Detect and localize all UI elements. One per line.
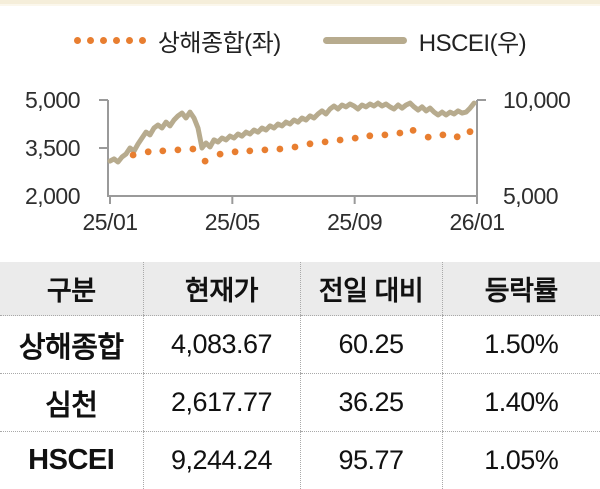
table-row-shenzhen: 심천 2,617.77 36.25 1.40% [0,374,600,432]
top-strip-decoration [0,0,600,8]
table-row-hscei: HSCEI 9,244.24 95.77 1.05% [0,432,600,489]
pct-cell: 1.50% [442,316,600,374]
change-cell: 95.77 [300,432,442,489]
col-header-category: 구분 [0,262,143,316]
y-axis-right-label-1: 5,000 [503,182,598,210]
legend-label-hscei: HSCEI(우) [419,23,526,58]
price-cell: 9,244.24 [143,432,300,489]
legend-label-shanghai: 상해종합(좌) [158,23,281,58]
legend-item-hscei: HSCEI(우) [323,23,526,58]
x-axis-label-2: 25/09 [307,208,403,236]
shanghai-dotted-series-swatch-icon [74,37,146,44]
x-axis-label-1: 25/05 [184,208,280,236]
x-axis-label-0: 25/01 [62,208,158,236]
row-label: HSCEI [0,432,143,489]
y-axis-left-label-2: 2,000 [0,182,80,210]
quote-table: 구분 현재가 전일 대비 등락률 상해종합 4,083.67 60.25 1.5… [0,262,600,489]
price-cell: 4,083.67 [143,316,300,374]
row-label: 상해종합 [0,316,143,374]
price-cell: 2,617.77 [143,374,300,432]
pct-cell: 1.05% [442,432,600,489]
legend-item-shanghai: 상해종합(좌) [74,23,281,58]
change-cell: 60.25 [300,316,442,374]
y-axis-left-label-0: 5,000 [0,86,80,114]
hscei-line-series-swatch-icon [323,37,407,44]
chart-legend: 상해종합(좌) HSCEI(우) [0,22,600,58]
y-axis-right-label-0: 10,000 [503,86,598,114]
y-axis-left-label-1: 3,500 [0,134,80,162]
x-axis-label-3: 26/01 [429,208,525,236]
col-header-change-rate: 등락률 [442,262,600,316]
table-row-shanghai: 상해종합 4,083.67 60.25 1.50% [0,316,600,374]
change-cell: 36.25 [300,374,442,432]
col-header-current-price: 현재가 [143,262,300,316]
col-header-day-change: 전일 대비 [300,262,442,316]
table-header-row: 구분 현재가 전일 대비 등락률 [0,262,600,316]
row-label: 심천 [0,374,143,432]
pct-cell: 1.40% [442,374,600,432]
price-chart: 5,000 3,500 2,000 10,000 5,000 25/01 25/05 25/0… [0,85,600,245]
